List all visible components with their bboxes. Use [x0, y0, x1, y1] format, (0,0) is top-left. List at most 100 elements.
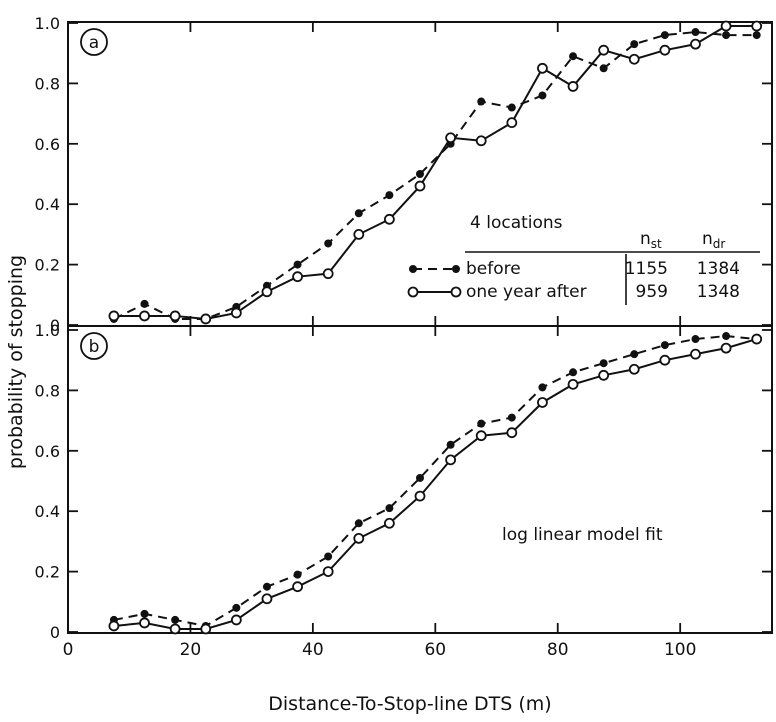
data-point-before: [538, 91, 547, 100]
x-tick-label: 0: [63, 640, 74, 660]
data-point-after: [690, 348, 701, 360]
data-point-after: [139, 310, 150, 322]
data-point-after: [322, 566, 334, 577]
y-axis-label: probability of stopping: [5, 255, 27, 469]
data-point-after: [475, 135, 487, 147]
data-point-before: [416, 170, 424, 178]
data-point-after: [414, 180, 426, 192]
data-point-before: [354, 209, 363, 218]
legend-marker-after: [407, 286, 419, 298]
data-point-before: [324, 239, 333, 248]
data-point-after: [292, 581, 303, 593]
data-point-before: [599, 359, 608, 368]
panel-a: 0 0.2 0.4 0.6 0.8 1.0 a 4 locations nst ndr before…: [35, 14, 773, 335]
panel-frame: [67, 325, 773, 634]
legend-n-st: 1155: [625, 259, 668, 279]
panel-label: a: [89, 33, 99, 53]
legend-col-ndr: ndr: [702, 229, 725, 251]
x-tick-label: 100: [664, 640, 696, 660]
legend-n-dr: 1384: [697, 259, 740, 279]
y-tick-label: 0.8: [35, 381, 60, 400]
series-line-after: [113, 25, 757, 320]
data-point-after: [322, 268, 334, 280]
y-tick-label: 0.2: [35, 256, 60, 275]
x-tick-label: 80: [547, 640, 569, 660]
data-point-after: [230, 614, 242, 626]
data-point-after: [475, 430, 487, 442]
y-tick-label: 1.0: [35, 321, 60, 340]
legend-label: before: [466, 259, 521, 279]
data-point-after: [383, 213, 395, 225]
data-point-before: [599, 64, 608, 73]
data-point-before: [262, 582, 271, 591]
data-point-before: [752, 31, 761, 40]
x-tick-label: 60: [424, 640, 446, 660]
data-point-after: [720, 342, 732, 354]
y-tick-label: 0.2: [35, 563, 60, 582]
data-point-after: [506, 427, 518, 439]
y-tick-label: 0: [50, 623, 60, 642]
legend-marker-before: [409, 265, 417, 273]
data-point-after: [445, 132, 457, 144]
data-point-before: [722, 332, 731, 341]
data-point-after: [537, 397, 548, 408]
data-point-after: [139, 617, 150, 629]
panel-annotation: log linear model fit: [502, 525, 663, 545]
y-tick-label: 0: [50, 316, 60, 335]
data-point-before: [507, 103, 516, 112]
data-point-before: [324, 552, 333, 561]
data-point-before: [691, 335, 700, 344]
data-point-after: [108, 620, 120, 632]
data-point-before: [538, 383, 547, 392]
data-point-after: [200, 623, 212, 635]
y-tick-label: 0.4: [35, 195, 60, 214]
data-point-after: [169, 310, 181, 322]
y-tick-label: 0.6: [35, 442, 60, 461]
data-point-after: [720, 20, 732, 32]
legend-label: one year after: [466, 282, 587, 302]
legend-marker-before: [452, 265, 460, 273]
data-point-after: [598, 369, 610, 381]
data-point-before: [232, 603, 241, 612]
panel-label-circle: [80, 332, 108, 360]
panel-label: b: [89, 337, 100, 357]
data-point-before: [477, 419, 486, 428]
data-point-before: [354, 519, 363, 528]
legend-title: 4 locations: [470, 213, 563, 233]
data-point-after: [353, 532, 365, 544]
data-point-before: [293, 570, 302, 579]
data-point-after: [383, 517, 395, 529]
data-point-after: [353, 228, 365, 240]
data-point-after: [751, 333, 763, 345]
data-point-before: [385, 504, 394, 513]
data-point-after: [567, 81, 579, 92]
data-point-before: [140, 299, 149, 308]
x-tick-label: 20: [180, 640, 202, 660]
legend-n-st: 959: [636, 282, 668, 302]
x-axis-label: Distance-To-Stop-line DTS (m): [268, 693, 551, 715]
panel-label-circle: [80, 28, 108, 56]
data-point-before: [691, 28, 700, 37]
data-point-after: [598, 44, 610, 56]
data-point-after: [690, 38, 701, 50]
y-tick-label: 0.8: [35, 74, 60, 93]
data-point-before: [630, 350, 639, 359]
data-point-before: [416, 473, 424, 482]
data-point-after: [628, 363, 640, 375]
data-point-after: [659, 354, 671, 366]
data-point-before: [569, 368, 578, 377]
data-point-after: [628, 53, 640, 65]
data-point-before: [171, 615, 180, 624]
data-point-after: [506, 117, 518, 129]
data-point-before: [477, 97, 486, 106]
data-point-before: [385, 191, 394, 200]
legend-marker-after: [450, 286, 462, 298]
y-tick-label: 0.4: [35, 502, 60, 521]
data-point-after: [751, 20, 763, 32]
data-point-after: [292, 271, 303, 283]
data-point-after: [414, 490, 426, 502]
data-point-after: [261, 286, 273, 298]
panel-b: 0 0.2 0.4 0.6 0.8 1.0 0 20 40 60 80 100 b log linear …: [35, 321, 773, 660]
data-point-after: [108, 310, 120, 322]
